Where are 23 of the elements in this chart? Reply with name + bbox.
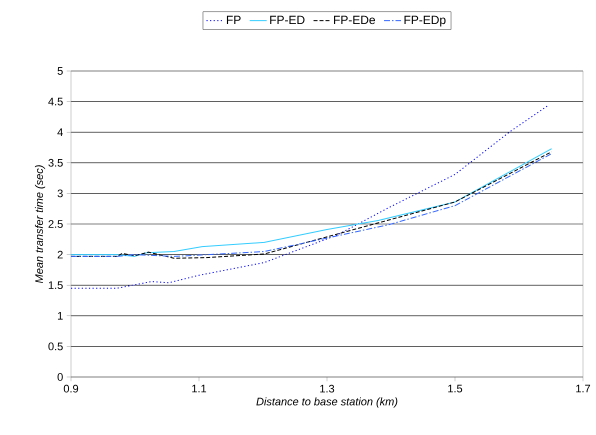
y-tick-label: 2: [58, 250, 63, 258]
legend-label: FP-EDe: [334, 16, 376, 24]
x-tick-label: 0.9: [64, 384, 78, 393]
y-tick-label: 5: [58, 67, 63, 75]
x-axis-title: Distance to base station (km): [256, 397, 398, 408]
y-tick-label: 0.5: [48, 342, 63, 350]
legend-label: FP: [226, 16, 241, 24]
y-tick-label: 1.5: [48, 281, 63, 290]
legend-label: FP-ED: [270, 16, 305, 24]
legend-label: FP-EDp: [404, 16, 446, 26]
x-tick-label: 1.5: [448, 384, 462, 392]
y-tick-label: 3.5: [48, 158, 63, 167]
y-tick-label: 4: [57, 128, 63, 136]
x-tick-label: 1.3: [320, 384, 334, 393]
y-axis-title: Mean transfer time (sec): [34, 165, 46, 284]
y-tick-label: 3: [58, 190, 63, 198]
line-series: [71, 104, 549, 289]
y-tick-label: 1: [58, 312, 63, 320]
x-tick-label: 1.1: [192, 384, 206, 392]
y-tick-label: 2.5: [48, 220, 63, 228]
y-tick-label: 0: [58, 373, 63, 381]
y-tick-label: 4.5: [48, 98, 63, 106]
x-tick-label: 1.7: [576, 384, 590, 392]
